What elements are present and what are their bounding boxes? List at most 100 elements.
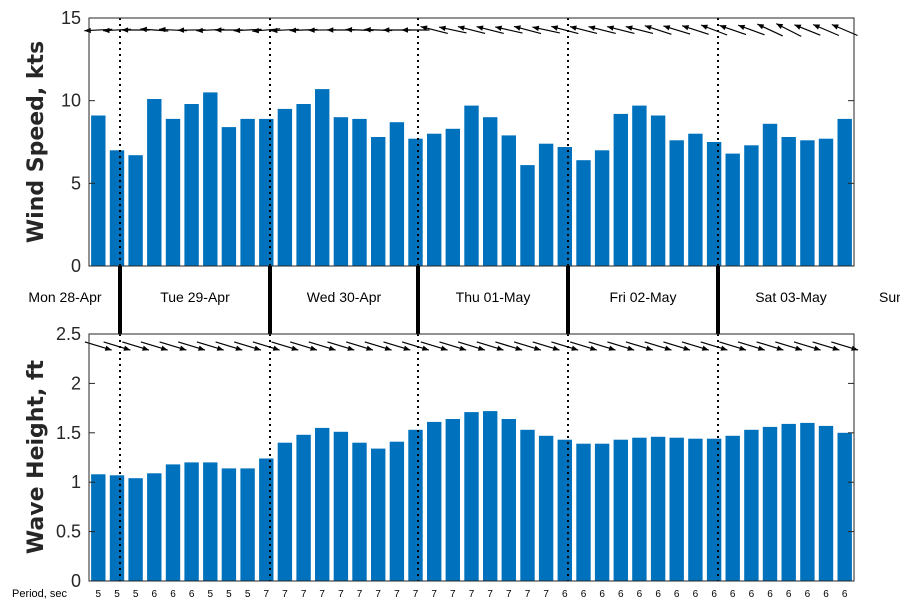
wind-direction-arrow — [775, 23, 802, 37]
wind-direction-arrows — [84, 23, 858, 37]
period-value: 5 — [245, 589, 251, 600]
arrow-head — [233, 27, 241, 34]
day-label: Fri 02-May — [610, 289, 677, 305]
period-value: 6 — [152, 589, 158, 600]
wind-direction-arrow — [401, 27, 430, 33]
wave-direction-arrow — [681, 341, 709, 351]
arrow-head — [495, 25, 503, 31]
wave-bar — [165, 464, 181, 581]
wave-direction-arrow — [532, 341, 560, 351]
period-value: 7 — [413, 589, 419, 600]
wave-day-dividers — [119, 334, 719, 581]
wind-direction-arrow — [812, 23, 840, 37]
arrow-head — [720, 345, 728, 351]
arrow-head — [663, 25, 671, 31]
wave-bar — [464, 412, 479, 581]
wave-bar — [352, 442, 367, 581]
wind-bar — [706, 142, 722, 266]
wave-bar — [483, 411, 498, 581]
wind-bar — [296, 104, 311, 266]
wave-direction-arrow — [812, 341, 840, 351]
arrow-head — [308, 27, 315, 33]
period-value: 6 — [189, 589, 195, 600]
wave-bar — [669, 437, 684, 581]
wind-bar — [109, 150, 125, 266]
wave-direction-arrow — [551, 341, 579, 351]
wave-bar — [818, 425, 834, 581]
day-label: Mon 28-Apr — [28, 289, 101, 305]
arrow-head — [644, 25, 652, 31]
period-value: 6 — [786, 589, 792, 600]
wave-bar — [333, 431, 349, 581]
period-value: 6 — [693, 589, 699, 600]
arrow-head — [627, 345, 635, 351]
wave-bar — [259, 458, 274, 581]
arrow-head — [776, 23, 784, 29]
wave-bar — [221, 468, 237, 581]
period-value: 5 — [208, 589, 214, 600]
wave-plot-frame — [88, 333, 855, 582]
wind-bar — [371, 137, 386, 266]
arrow-head — [831, 24, 839, 30]
wave-bar — [520, 429, 535, 581]
wave-bar — [371, 448, 386, 581]
wind-bar — [837, 118, 852, 267]
wave-bar — [203, 462, 218, 581]
wind-bar — [688, 133, 703, 266]
wind-direction-arrow — [476, 25, 504, 34]
arrow-head — [140, 26, 147, 33]
arrow-head — [645, 345, 653, 351]
wave-bar — [389, 441, 405, 581]
wave-panel: 0 0.5 1 1.5 2 2.5 Wave Height, ft — [24, 324, 859, 591]
arrow-head — [813, 345, 821, 351]
arrow-head — [739, 345, 747, 351]
wind-direction-arrow — [513, 25, 542, 35]
wave-direction-arrow — [271, 341, 299, 351]
wave-bar — [781, 423, 796, 581]
wave-y-tick-label: 1.5 — [56, 423, 81, 443]
wind-bar — [427, 133, 442, 266]
arrow-head — [515, 345, 523, 351]
arrow-head — [214, 27, 222, 33]
wind-bar — [259, 118, 274, 267]
wave-bar — [408, 429, 423, 581]
wind-direction-arrow — [700, 24, 728, 36]
wind-y-axis: 0 5 10 15 — [61, 8, 854, 276]
wave-direction-arrow — [420, 341, 448, 351]
arrow-head — [421, 345, 429, 351]
wave-direction-arrow — [252, 341, 280, 351]
arrow-head — [589, 345, 597, 351]
arrow-head — [552, 345, 560, 351]
arrow-head — [757, 24, 765, 30]
wave-direction-arrow — [775, 341, 803, 351]
wind-bar — [483, 117, 498, 266]
arrow-head — [328, 345, 336, 351]
day-labels: Mon 28-Apr Tue 29-Apr Wed 30-Apr Thu 01-May… — [28, 289, 900, 305]
wind-y-tick-label: 5 — [71, 173, 81, 193]
wave-bar — [706, 438, 722, 581]
arrow-head — [310, 345, 317, 351]
wind-direction-arrow — [457, 25, 486, 34]
arrow-head — [84, 27, 91, 34]
wave-direction-arrow — [756, 341, 784, 351]
wave-bar — [315, 427, 330, 581]
arrow-head — [160, 345, 168, 351]
period-value: 6 — [562, 589, 568, 600]
arrow-head — [121, 27, 129, 33]
wave-direction-arrow — [700, 341, 728, 351]
wave-direction-arrow — [607, 341, 635, 351]
wave-bar — [650, 436, 666, 581]
wave-bar — [594, 443, 610, 581]
arrow-head — [254, 345, 261, 351]
period-value: 7 — [319, 589, 325, 600]
arrow-head — [514, 25, 521, 31]
arrow-head — [776, 345, 784, 351]
wave-direction-arrow — [457, 341, 486, 351]
wave-bar — [762, 426, 778, 581]
wind-bar — [203, 92, 218, 267]
wind-bar — [184, 104, 199, 266]
wind-direction-arrow — [831, 23, 858, 37]
arrow-head — [104, 345, 112, 351]
arrow-head — [795, 345, 803, 351]
arrow-head — [403, 345, 411, 351]
